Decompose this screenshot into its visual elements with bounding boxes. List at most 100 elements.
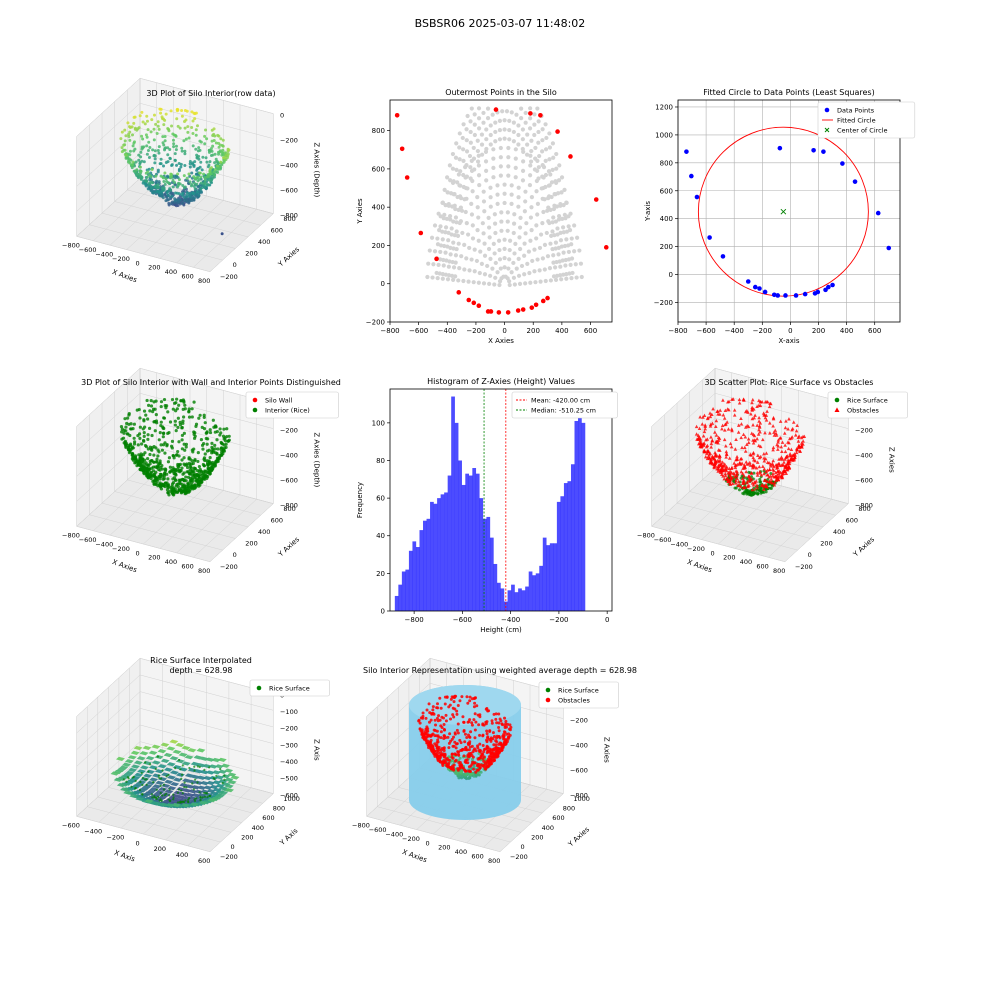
- obstacle-point: [497, 721, 501, 725]
- data-point: [528, 153, 533, 158]
- obstacle-point: [482, 759, 486, 763]
- data-point: [213, 173, 217, 177]
- data-point: [123, 128, 127, 132]
- data-point: [157, 145, 161, 149]
- data-point: [476, 215, 481, 220]
- data-point: [144, 413, 148, 417]
- chart-p6: −800−600−400−2000200400600800−2000200400…: [637, 367, 908, 575]
- data-point: [452, 233, 457, 238]
- data-point: [495, 201, 500, 207]
- data-point: [166, 460, 171, 464]
- data-point: [183, 781, 186, 784]
- grid-line: [76, 816, 211, 852]
- obstacle-point: [447, 741, 451, 745]
- data-point: [472, 765, 476, 769]
- data-point: [222, 427, 226, 431]
- data-point: [493, 120, 498, 125]
- data-point: [153, 161, 157, 165]
- obstacle-point: [470, 723, 474, 727]
- data-point: [445, 244, 450, 249]
- data-point: [120, 430, 124, 434]
- data-point: [469, 201, 474, 206]
- data-point: [459, 771, 463, 775]
- grid-line: [97, 796, 232, 833]
- data-point: [188, 174, 192, 178]
- obstacle-point: [768, 464, 773, 468]
- data-point: [137, 153, 141, 157]
- data-point: [164, 161, 168, 165]
- data-point: [480, 221, 485, 226]
- obstacle-point: [441, 763, 445, 767]
- data-point: [491, 241, 496, 247]
- data-point: [181, 201, 185, 205]
- data-point: [183, 463, 187, 467]
- obstacle-point: [720, 423, 725, 427]
- obstacle-point: [495, 736, 499, 740]
- data-point: [141, 137, 145, 141]
- data-point: [180, 466, 184, 470]
- data-point: [174, 766, 177, 770]
- obstacle-point: [786, 458, 790, 462]
- data-point: [158, 431, 162, 435]
- obstacle-point: [753, 481, 757, 485]
- obstacle-point: [755, 470, 760, 475]
- z-axis-label: Z Axis: [313, 739, 321, 761]
- obstacle-point: [776, 461, 781, 466]
- data-point: [170, 194, 174, 198]
- data-point: [769, 472, 773, 476]
- surface-patch: [163, 752, 173, 758]
- obstacle-point: [715, 466, 719, 471]
- obstacle-point: [492, 753, 496, 757]
- obstacle-point: [507, 736, 511, 740]
- data-point: [532, 167, 538, 172]
- obstacle-point: [773, 470, 778, 475]
- grid-line: [664, 514, 798, 551]
- obstacle-point: [746, 437, 751, 441]
- data-point: [166, 477, 170, 481]
- obstacle-point: [775, 465, 780, 470]
- grid-line: [93, 472, 157, 531]
- obstacle-point: [490, 719, 494, 723]
- surface-patch: [225, 788, 234, 793]
- surface-patch: [124, 759, 134, 764]
- data-point: [459, 208, 465, 213]
- legend-marker: [252, 407, 258, 413]
- data-point: [438, 224, 443, 229]
- obstacle-point: [746, 440, 751, 445]
- grid-line: [76, 724, 141, 784]
- data-point: [147, 770, 150, 773]
- obstacle-point: [486, 709, 490, 713]
- obstacle-point: [436, 738, 440, 742]
- data-point: [162, 788, 166, 791]
- surface-patch: [182, 788, 192, 793]
- data-point: [152, 472, 156, 477]
- x-tick-label: 600: [198, 857, 210, 865]
- surface-patch: [137, 769, 146, 774]
- data-point: [191, 450, 195, 454]
- data-point: [210, 139, 214, 143]
- data-point: [451, 179, 456, 184]
- data-point: [505, 228, 510, 233]
- histogram-bar: [444, 492, 448, 611]
- data-point: [198, 472, 202, 477]
- obstacle-point: [757, 415, 761, 420]
- data-point: [464, 256, 469, 261]
- obstacle-point: [776, 438, 781, 442]
- obstacle-point: [704, 444, 709, 449]
- data-point: [563, 257, 568, 263]
- data-point: [172, 796, 175, 799]
- data-point: [177, 788, 181, 791]
- data-point: [443, 225, 449, 230]
- data-point: [533, 145, 538, 151]
- obstacle-point: [439, 706, 443, 710]
- obstacle-point: [472, 767, 476, 771]
- data-point: [146, 469, 150, 473]
- grid-line: [76, 658, 141, 717]
- data-point: [549, 233, 554, 238]
- obstacle-point: [772, 430, 776, 434]
- data-point: [132, 149, 136, 153]
- data-point: [506, 155, 511, 160]
- data-point: [194, 128, 198, 132]
- data-point: [200, 470, 204, 474]
- data-point: [468, 140, 473, 145]
